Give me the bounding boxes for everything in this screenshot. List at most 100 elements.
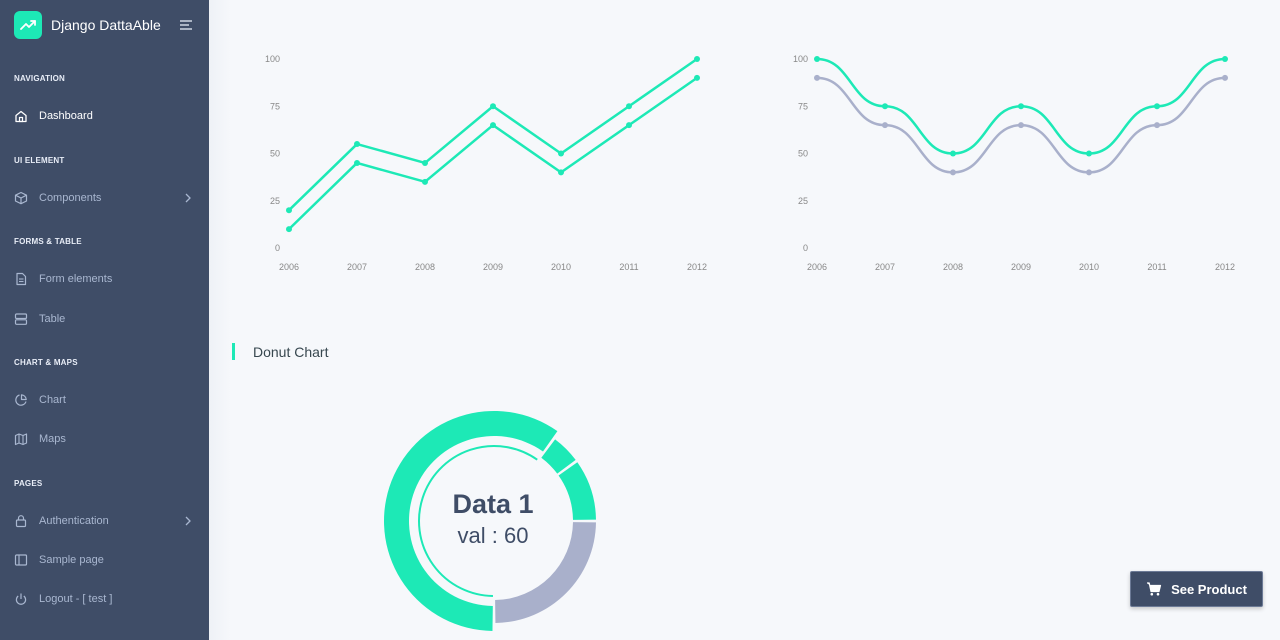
donut-chart-header: Donut Chart bbox=[232, 343, 328, 360]
x-tick-label: 2006 bbox=[807, 262, 827, 272]
sidebar-item-sample-page[interactable]: Sample page bbox=[14, 548, 196, 572]
sidebar-item-table[interactable]: Table bbox=[14, 307, 196, 331]
y-tick-label: 0 bbox=[803, 243, 808, 253]
nav-caption-forms-table: FORMS & TABLE bbox=[14, 237, 82, 246]
data-point bbox=[626, 103, 632, 110]
data-point bbox=[1222, 56, 1228, 62]
x-tick-label: 2010 bbox=[1079, 262, 1099, 272]
sidebar-item-logout[interactable]: Logout - [ test ] bbox=[14, 587, 196, 611]
sidebar-item-authentication[interactable]: Authentication bbox=[14, 509, 196, 533]
y-tick-label: 75 bbox=[270, 101, 280, 111]
x-tick-label: 2009 bbox=[1011, 262, 1031, 272]
x-tick-label: 2007 bbox=[347, 262, 367, 272]
data-point bbox=[1018, 103, 1024, 110]
y-tick-label: 50 bbox=[798, 149, 808, 159]
series-line bbox=[288, 57, 698, 212]
x-tick-label: 2012 bbox=[687, 262, 707, 272]
server-icon bbox=[14, 312, 28, 326]
x-tick-label: 2011 bbox=[1147, 262, 1166, 272]
donut-chart: Data 1 val : 60 bbox=[383, 411, 596, 631]
data-point bbox=[422, 159, 428, 166]
sidebar-item-label: Logout - [ test ] bbox=[39, 593, 113, 605]
x-tick-label: 2010 bbox=[551, 262, 571, 272]
sidebar-item-label: Components bbox=[39, 192, 102, 204]
x-tick-label: 2009 bbox=[483, 262, 503, 272]
main-content: 0 25 50 75 100 2006 2007 2008 2009 2010 2011 2012 0… bbox=[209, 0, 1280, 640]
sidebar-item-chart[interactable]: Chart bbox=[14, 388, 196, 412]
x-tick-label: 2011 bbox=[619, 262, 638, 272]
content-edge bbox=[209, 0, 231, 640]
donut-slice bbox=[558, 462, 596, 520]
power-icon bbox=[14, 592, 28, 606]
x-tick-label: 2007 bbox=[875, 262, 895, 272]
y-tick-label: 100 bbox=[265, 54, 280, 64]
file-text-icon bbox=[14, 272, 28, 286]
see-product-button[interactable]: See Product bbox=[1130, 571, 1263, 607]
y-tick-label: 75 bbox=[798, 101, 808, 111]
pie-chart-icon bbox=[14, 393, 28, 407]
y-tick-label: 0 bbox=[275, 243, 280, 253]
trending-up-icon bbox=[14, 11, 42, 39]
data-point bbox=[558, 169, 564, 176]
data-point bbox=[950, 150, 956, 157]
sidebar-item-dashboard[interactable]: Dashboard bbox=[14, 104, 196, 128]
data-point bbox=[694, 74, 700, 81]
sidebar-item-label: Authentication bbox=[39, 515, 109, 527]
data-point bbox=[490, 122, 496, 129]
sidebar-item-label: Dashboard bbox=[39, 110, 93, 122]
sidebar-item-label: Table bbox=[39, 313, 66, 325]
donut-slice bbox=[383, 411, 558, 631]
data-point bbox=[1154, 103, 1160, 110]
sidebar-item-label: Chart bbox=[39, 394, 66, 406]
sidebar-item-maps[interactable]: Maps bbox=[14, 427, 196, 451]
line-chart-2: 0 25 50 75 100 2006 2007 2008 2009 2010 2011 2012 bbox=[793, 54, 1235, 272]
x-tick-label: 2006 bbox=[279, 262, 299, 272]
nav-caption-navigation: NAVIGATION bbox=[14, 74, 66, 83]
section-title: Donut Chart bbox=[253, 343, 329, 360]
sidebar-icon bbox=[14, 553, 28, 567]
data-point bbox=[1222, 74, 1228, 81]
data-point bbox=[490, 103, 496, 110]
x-tick-label: 2008 bbox=[943, 262, 963, 272]
sidebar-item-form-elements[interactable]: Form elements bbox=[14, 267, 196, 291]
data-point bbox=[354, 141, 360, 148]
shopping-cart-icon bbox=[1146, 581, 1162, 597]
data-point bbox=[626, 122, 632, 129]
nav-caption-pages: PAGES bbox=[14, 479, 43, 488]
sidebar-item-components[interactable]: Components bbox=[14, 186, 196, 210]
see-product-label: See Product bbox=[1171, 581, 1247, 597]
y-tick-label: 100 bbox=[793, 54, 808, 64]
data-point bbox=[558, 150, 564, 157]
data-point bbox=[882, 103, 888, 110]
data-point bbox=[1154, 122, 1160, 129]
data-point bbox=[950, 169, 956, 176]
donut-slice bbox=[541, 439, 576, 474]
menu-toggle-icon[interactable] bbox=[179, 18, 193, 32]
brand[interactable]: Django DattaAble bbox=[14, 11, 161, 39]
nav-caption-ui-element: UI ELEMENT bbox=[14, 156, 65, 165]
donut-center-title: Data 1 bbox=[452, 489, 533, 519]
map-icon bbox=[14, 432, 28, 446]
donut-slice bbox=[495, 522, 596, 623]
data-point bbox=[286, 226, 292, 233]
app-title: Django DattaAble bbox=[51, 17, 161, 33]
data-point bbox=[354, 159, 360, 166]
lock-icon bbox=[14, 514, 28, 528]
data-point bbox=[422, 178, 428, 185]
data-point bbox=[814, 74, 820, 81]
box-icon bbox=[14, 191, 28, 205]
data-point bbox=[1086, 169, 1092, 176]
section-accent-bar bbox=[232, 343, 235, 360]
data-point bbox=[1086, 150, 1092, 157]
x-tick-label: 2012 bbox=[1215, 262, 1235, 272]
nav-caption-chart-maps: CHART & MAPS bbox=[14, 358, 78, 367]
sidebar: Django DattaAble NAVIGATION Dashboard UI… bbox=[0, 0, 209, 640]
sidebar-item-label: Form elements bbox=[39, 273, 113, 285]
y-tick-label: 25 bbox=[270, 196, 280, 206]
line-chart-1: 0 25 50 75 100 2006 2007 2008 2009 2010 2011 2012 bbox=[265, 54, 707, 272]
sidebar-item-label: Sample page bbox=[39, 554, 104, 566]
data-point bbox=[694, 56, 700, 62]
y-tick-label: 50 bbox=[270, 149, 280, 159]
data-point bbox=[1018, 122, 1024, 129]
donut-center-value: val : 60 bbox=[458, 523, 529, 548]
